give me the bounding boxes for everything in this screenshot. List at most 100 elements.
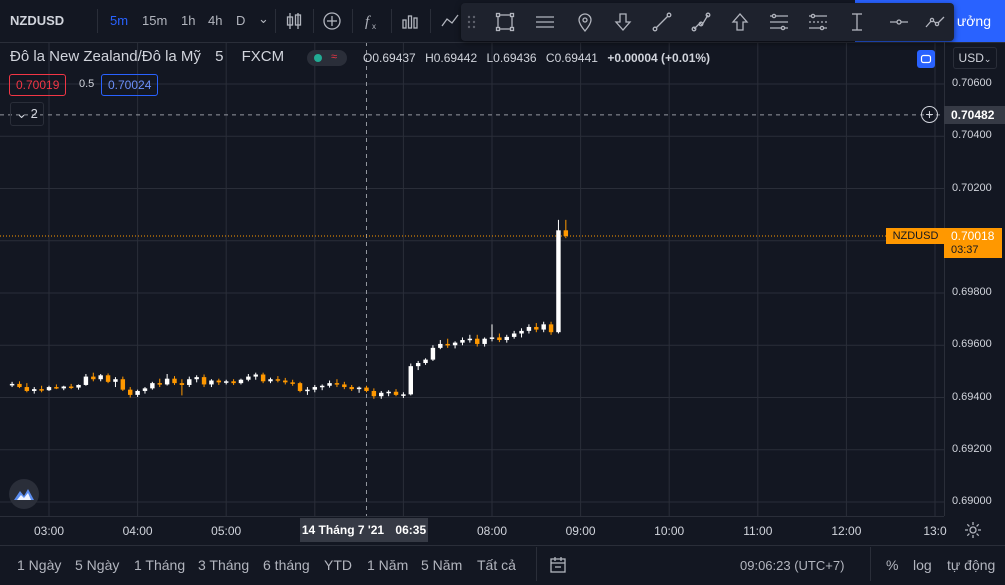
candle-body	[24, 387, 30, 391]
dotted-channel-icon[interactable]	[804, 8, 832, 36]
candle-body	[253, 374, 258, 377]
candle-body	[9, 383, 15, 386]
candlestick-chart[interactable]	[0, 42, 944, 516]
range-button[interactable]: 3 Tháng	[198, 557, 250, 573]
candle-body	[98, 375, 103, 380]
toolbar-divider	[275, 9, 276, 33]
high-value: 0.69442	[433, 51, 478, 65]
candle-body	[76, 384, 81, 388]
candle-body	[460, 340, 465, 343]
candle-body	[157, 383, 162, 385]
buy-price-button[interactable]: 0.70024	[101, 74, 159, 96]
candle-body	[548, 324, 554, 333]
market-open-icon	[314, 54, 322, 62]
range-button[interactable]: 1 Tháng	[134, 557, 186, 573]
parallel-channel-icon[interactable]	[765, 8, 793, 36]
candle-body	[83, 376, 89, 385]
spread-value: 0.5	[79, 78, 95, 90]
crosshair-time-label: 14 Tháng 7 '21 06:35	[300, 518, 428, 542]
low-value: 0.69436	[493, 51, 537, 65]
range-button[interactable]: 1 Năm	[367, 557, 409, 573]
time-tick-label: 03:00	[33, 524, 65, 538]
timeframe-d[interactable]: D	[236, 13, 246, 28]
timeframe-15m[interactable]: 15m	[142, 13, 168, 28]
drag-icon[interactable]	[461, 8, 483, 36]
horizontal-lines-icon[interactable]	[531, 8, 559, 36]
price-tick-label: 0.70400	[952, 129, 992, 142]
candle-body	[349, 387, 354, 390]
chart-legend: Đô la New Zealand/Đô la Mỹ 5 FXCM	[10, 48, 284, 65]
candle-body	[91, 376, 96, 380]
path-icon[interactable]	[687, 8, 715, 36]
timeframe-4h[interactable]: 4h	[208, 13, 223, 28]
range-button[interactable]: Tất cả	[477, 557, 516, 573]
text-cursor-icon[interactable]	[843, 8, 871, 36]
candle-body	[216, 380, 222, 383]
candle-body	[223, 381, 229, 383]
log-scale-toggle[interactable]: log	[913, 557, 932, 573]
goto-date-icon[interactable]	[548, 555, 568, 578]
collapse-count: 2	[30, 106, 38, 121]
candle-body	[519, 330, 524, 334]
candle-body	[386, 391, 391, 394]
indicators-collapse-button[interactable]: ⌄ 2	[10, 102, 44, 126]
line-chart-icon[interactable]	[436, 7, 464, 35]
bottom-toolbar	[0, 545, 1005, 585]
candle-body	[150, 383, 155, 389]
range-button[interactable]: 6 tháng	[263, 557, 310, 573]
candle-body	[319, 385, 325, 388]
percent-scale-toggle[interactable]: %	[886, 557, 899, 573]
symbol-search[interactable]: NZDUSD	[10, 13, 65, 28]
auto-scale-toggle[interactable]: tự động	[947, 557, 996, 573]
candle-body	[17, 383, 22, 388]
price-scale[interactable]	[944, 42, 1005, 516]
candle-body	[238, 379, 244, 384]
sell-price-button[interactable]: 0.70019	[9, 74, 67, 96]
candle-body	[54, 387, 59, 389]
trade-button-label: ưởng	[956, 13, 991, 29]
candle-body	[275, 379, 281, 381]
candle-body	[356, 387, 362, 390]
arrow-down-icon[interactable]	[609, 8, 637, 36]
timeframe-1h[interactable]: 1h	[181, 13, 196, 28]
candle-body	[283, 380, 288, 383]
clock-timezone[interactable]: 09:06:23 (UTC+7)	[740, 558, 845, 573]
add-alert-icon[interactable]: +	[921, 106, 938, 123]
candle-body	[401, 394, 406, 396]
candle-body	[482, 338, 487, 344]
candles-icon[interactable]	[280, 7, 308, 35]
time-scale[interactable]	[0, 516, 944, 545]
add-compare-icon[interactable]	[318, 7, 346, 35]
trend-line-icon[interactable]	[648, 8, 676, 36]
candle-body	[246, 376, 251, 380]
toolbar-divider	[352, 9, 353, 33]
symbol-title[interactable]: Đô la New Zealand/Đô la Mỹ	[10, 48, 201, 65]
candle-body	[68, 386, 74, 389]
settings-gear-icon[interactable]	[964, 521, 982, 542]
rectangle-icon[interactable]	[491, 8, 519, 36]
price-path-icon[interactable]	[921, 8, 949, 36]
pin-icon[interactable]	[571, 8, 599, 36]
currency-selector[interactable]: USD⌄	[953, 47, 997, 69]
price-tick-label: 0.69200	[952, 442, 992, 455]
arrow-up-icon[interactable]	[726, 8, 754, 36]
range-button[interactable]: 5 Ngày	[75, 557, 120, 573]
range-button[interactable]: 5 Năm	[421, 557, 463, 573]
timeframe-5m[interactable]: 5m	[110, 13, 129, 28]
tradingview-logo[interactable]	[9, 479, 39, 509]
maximize-icon[interactable]	[917, 50, 935, 68]
candle-body	[231, 381, 236, 384]
range-button[interactable]: YTD	[324, 557, 352, 573]
horizontal-ray-icon[interactable]	[885, 8, 913, 36]
candle-body	[534, 326, 539, 330]
candle-body	[438, 343, 443, 348]
current-price-label: 0.70018 03:37	[944, 228, 1002, 258]
timeframe-dropdown-icon[interactable]: ⌄	[258, 11, 269, 26]
candle-body	[393, 391, 399, 395]
range-button[interactable]: 1 Ngày	[17, 557, 62, 573]
market-status-badge[interactable]: ≈	[307, 50, 347, 66]
toolbar-divider	[97, 9, 98, 33]
bar-chart-icon[interactable]	[396, 7, 424, 35]
candle-body	[423, 359, 428, 364]
